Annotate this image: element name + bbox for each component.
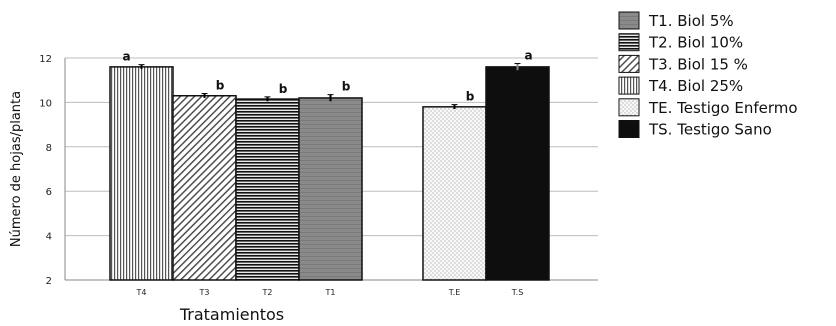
y-tick-label: 2 (46, 276, 52, 287)
legend-swatch (618, 11, 640, 30)
x-tick-label: T.E (448, 288, 461, 297)
bars-group: a T4 b T3 b T2 b T1 b T.E a T.S (109, 49, 550, 297)
bar-t4 (109, 66, 174, 281)
significance-label: b (279, 82, 288, 96)
x-tick-label: T4 (136, 288, 147, 297)
legend-label: T3. Biol 15 % (648, 55, 748, 73)
bar-t1 (298, 97, 363, 281)
legend: T1. Biol 5% T2. Biol 10% T3. Biol 15 % T4. … (618, 11, 798, 139)
y-tick-label: 4 (46, 232, 52, 243)
significance-label: b (342, 80, 351, 94)
x-tick-label: T1 (325, 288, 336, 297)
significance-label: b (216, 79, 225, 93)
bar-ts (485, 66, 550, 281)
legend-swatch (618, 120, 640, 138)
bar-t2 (235, 98, 300, 281)
x-axis-title: Tratamientos (179, 305, 284, 324)
y-axis-title: Número de hojas/planta (9, 91, 24, 247)
y-tick-label: 8 (46, 143, 52, 154)
bar-t3 (172, 94, 237, 281)
legend-label: T1. Biol 5% (648, 12, 734, 30)
legend-swatch (618, 98, 640, 117)
legend-label: T4. Biol 25% (648, 77, 743, 95)
x-tick-label: T3 (199, 288, 210, 297)
significance-label: b (466, 90, 475, 104)
legend-label: TE. Testigo Enfermo (648, 99, 798, 117)
legend-swatch (618, 33, 640, 52)
y-tick-label: 6 (46, 187, 52, 198)
x-tick-label: T.S (511, 288, 524, 297)
legend-swatch (618, 54, 640, 73)
y-tick-labels: 2 4 6 8 10 12 (39, 54, 52, 287)
significance-label: a (122, 50, 130, 64)
y-tick-label: 12 (39, 54, 52, 65)
y-tick-label: 10 (39, 98, 52, 109)
legend-label: TS. Testigo Sano (648, 121, 772, 139)
legend-label: T2. Biol 10% (648, 34, 743, 52)
significance-label: a (524, 49, 532, 63)
legend-swatch (618, 76, 640, 95)
x-tick-label: T2 (262, 288, 273, 297)
bar-te (422, 106, 487, 281)
